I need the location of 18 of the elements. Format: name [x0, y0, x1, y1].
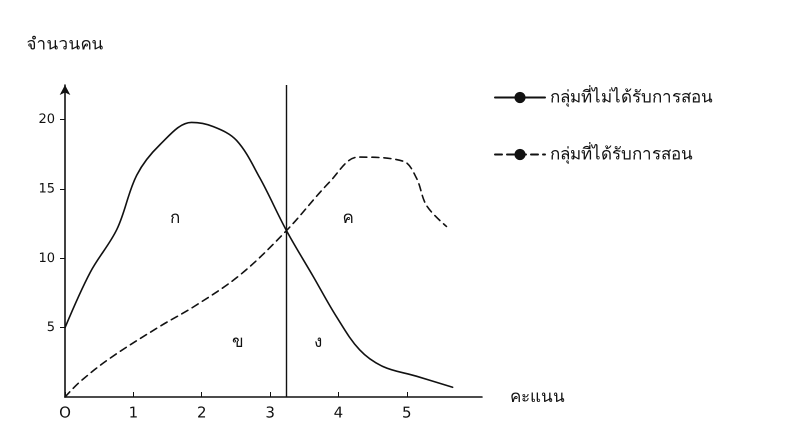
- annotation: ก: [170, 208, 180, 228]
- x-tick-label: 2: [196, 404, 206, 422]
- annotation: ข: [232, 332, 244, 352]
- y-tick-label: 10: [38, 250, 55, 266]
- annotation: ง: [314, 332, 322, 352]
- x-axis-title: คะแนน: [510, 387, 565, 407]
- x-tick-label: 5: [402, 404, 412, 422]
- y-axis-title: จำนวนคน: [26, 34, 104, 54]
- x-tick-label: O: [59, 404, 71, 422]
- x-tick-label: 1: [128, 404, 138, 422]
- annotation: ค: [342, 208, 354, 228]
- legend-label: กลุ่มที่ได้รับการสอน: [550, 142, 693, 164]
- y-tick-label: 5: [46, 320, 55, 336]
- y-tick-label: 15: [38, 182, 55, 196]
- x-tick-label: 4: [334, 404, 344, 422]
- legend-label: กลุ่มที่ไม่ได้รับการสอน: [550, 84, 713, 108]
- x-tick-label: 3: [265, 404, 275, 422]
- y-tick-label: 20: [38, 112, 55, 128]
